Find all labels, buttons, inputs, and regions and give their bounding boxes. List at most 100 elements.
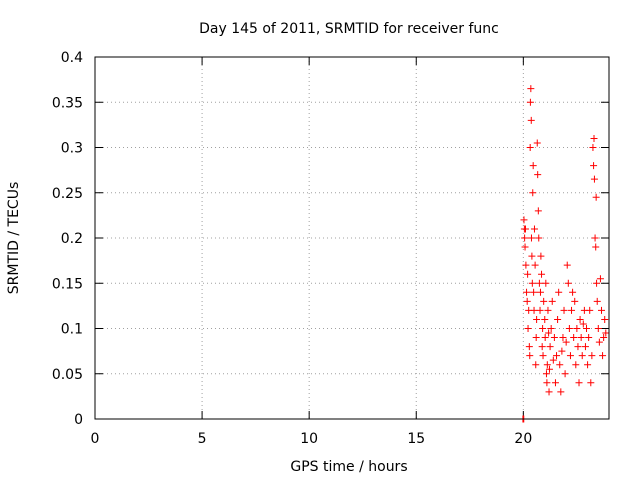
- data-point: [526, 352, 534, 360]
- data-point: [555, 288, 563, 296]
- y-tick-label: 0.2: [61, 231, 83, 247]
- data-point: [536, 306, 544, 314]
- axis-ticks: 0 0.05 0.1 0.15 0.2 0.25 0.3 0.35 0.4 0 5 10 15 20: [52, 50, 609, 447]
- data-point: [543, 361, 551, 369]
- data-point: [562, 338, 570, 346]
- data-point: [579, 320, 587, 328]
- data-point: [545, 365, 553, 373]
- data-point: [520, 216, 528, 224]
- x-tick-label: 10: [300, 431, 318, 447]
- data-point: [526, 98, 534, 106]
- data-point: [575, 379, 583, 387]
- data-point: [557, 388, 565, 396]
- y-tick-label: 0.3: [61, 141, 83, 157]
- chart-title: Day 145 of 2011, SRMTID for receiver fun…: [199, 21, 499, 37]
- data-point: [588, 352, 596, 360]
- data-point: [535, 279, 543, 287]
- data-point: [592, 243, 600, 251]
- y-tick-label: 0.15: [52, 276, 83, 292]
- y-tick-label: 0.4: [61, 50, 83, 66]
- data-point: [595, 338, 603, 346]
- data-point: [578, 352, 586, 360]
- data-point: [546, 343, 554, 351]
- data-point: [556, 361, 564, 369]
- data-point: [537, 252, 545, 260]
- x-tick-label: 20: [514, 431, 532, 447]
- data-point: [529, 162, 537, 170]
- data-point: [590, 134, 598, 142]
- data-point: [561, 370, 569, 378]
- data-point: [594, 325, 602, 332]
- data-point: [585, 334, 593, 342]
- data-point: [601, 315, 609, 323]
- data-point: [534, 171, 542, 179]
- data-point: [584, 361, 592, 369]
- data-point: [521, 243, 529, 251]
- x-tick-label: 0: [91, 431, 100, 447]
- data-point: [550, 334, 558, 342]
- data-point: [545, 388, 553, 396]
- data-point: [527, 85, 535, 93]
- data-point: [523, 288, 531, 296]
- data-point: [539, 325, 547, 332]
- data-point: [587, 379, 595, 387]
- data-point: [560, 306, 568, 314]
- data-point: [533, 315, 541, 323]
- data-point: [565, 325, 573, 332]
- data-point: [577, 334, 585, 342]
- data-point: [551, 379, 559, 387]
- data-point: [533, 139, 541, 147]
- data-point: [581, 343, 589, 351]
- data-point: [589, 144, 597, 151]
- data-point: [521, 225, 529, 233]
- data-point: [602, 329, 610, 337]
- data-point: [542, 370, 550, 378]
- data-point: [535, 234, 543, 242]
- y-tick-label: 0.05: [52, 367, 83, 383]
- data-point: [554, 315, 562, 323]
- data-point: [539, 352, 547, 360]
- data-point: [538, 343, 546, 351]
- data-point: [599, 352, 607, 360]
- data-point: [558, 347, 566, 355]
- data-point: [586, 306, 594, 314]
- data-point: [545, 329, 553, 337]
- data-point: [591, 234, 599, 242]
- data-point: [566, 352, 574, 360]
- data-point: [572, 361, 580, 369]
- data-point: [530, 306, 538, 314]
- data-point: [530, 225, 538, 233]
- data-point: [593, 297, 601, 305]
- data-point: [529, 189, 537, 197]
- y-tick-label: 0: [74, 412, 83, 428]
- data-point: [590, 162, 598, 170]
- data-point: [600, 334, 608, 342]
- data-point: [527, 234, 535, 242]
- data-point: [574, 343, 582, 351]
- x-tick-label: 15: [407, 431, 425, 447]
- data-point: [540, 297, 548, 305]
- data-point: [534, 207, 542, 215]
- data-point: [548, 297, 556, 305]
- data-point: [598, 306, 606, 314]
- data-point: [522, 261, 530, 269]
- data-point: [590, 175, 598, 183]
- data-point: [524, 270, 532, 278]
- data-point: [527, 116, 535, 124]
- data-point: [536, 288, 544, 296]
- data-point: [530, 288, 538, 296]
- data-point: [576, 315, 584, 323]
- data-points: [519, 85, 610, 423]
- x-tick-label: 5: [198, 431, 207, 447]
- y-tick-label: 0.25: [52, 186, 83, 202]
- plot-frame: [94, 56, 610, 420]
- data-point: [549, 356, 557, 364]
- x-axis-label: GPS time / hours: [290, 459, 407, 475]
- data-point: [570, 334, 578, 342]
- data-point: [573, 325, 581, 332]
- data-point: [525, 343, 533, 351]
- data-point: [553, 352, 561, 360]
- data-point: [568, 306, 576, 314]
